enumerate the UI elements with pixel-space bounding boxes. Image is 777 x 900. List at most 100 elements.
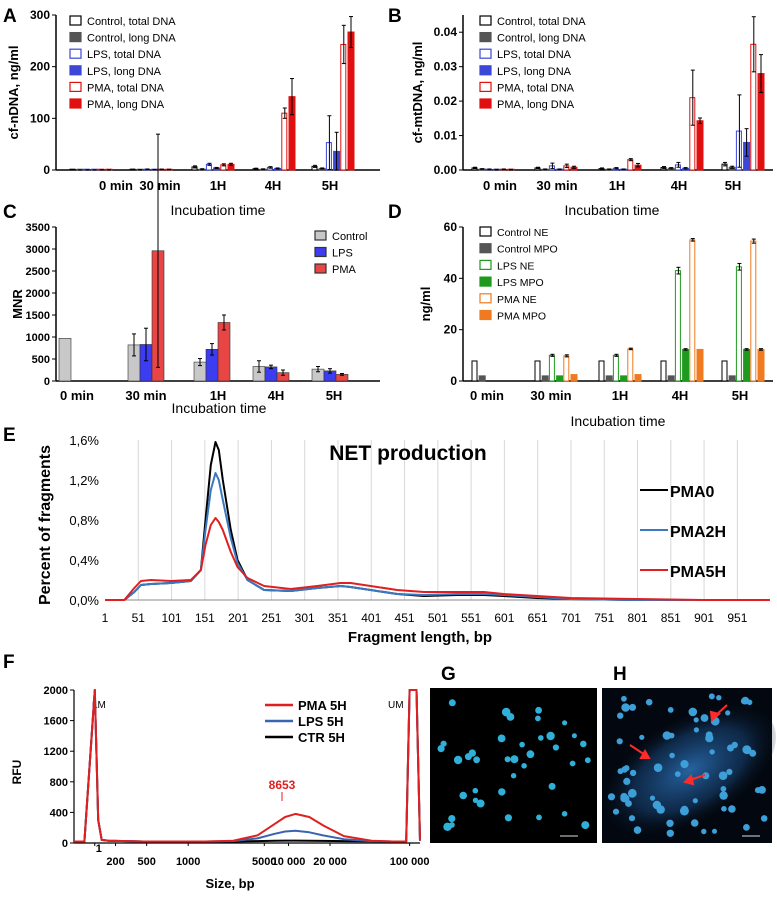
nucleus — [580, 740, 587, 748]
nucleus — [519, 741, 525, 748]
bar — [674, 270, 681, 382]
bar — [534, 360, 541, 382]
legend-swatch — [479, 65, 492, 76]
x-tick-label: 801 — [628, 611, 648, 625]
x-tick-label: 0 min — [470, 388, 504, 403]
legend-swatch — [314, 246, 327, 258]
bar — [627, 159, 634, 171]
bar — [478, 375, 486, 382]
bar — [735, 266, 742, 382]
nucleus — [708, 693, 715, 700]
nucleus — [449, 822, 455, 828]
x-tick-label: 401 — [361, 611, 381, 625]
y-axis-label: ng/ml — [418, 287, 433, 322]
nucleus — [662, 731, 672, 740]
x-tick-label: 4H — [265, 178, 282, 193]
x-tick-label: 200 — [106, 856, 124, 868]
panel-label-b: B — [388, 6, 402, 27]
bar — [556, 375, 564, 382]
x-tick-label: 251 — [261, 611, 281, 625]
nucleus — [628, 815, 636, 822]
x-axis-label: Incubation time — [565, 202, 660, 218]
y-tick-label: 3000 — [26, 244, 50, 256]
nucleus — [617, 712, 624, 719]
x-tick-label: 1H — [210, 388, 227, 403]
y-tick-label: 100 — [30, 111, 50, 125]
y-tick-label: 0.01 — [434, 129, 458, 143]
red-arrows — [629, 704, 728, 786]
y-axis-label: RFU — [10, 760, 24, 785]
bar — [750, 240, 757, 382]
bar — [471, 360, 478, 382]
nucleus — [719, 791, 728, 800]
nucleus — [569, 760, 576, 767]
x-tick-label: 851 — [661, 611, 681, 625]
nucleus — [721, 806, 727, 812]
legend-label: PMA 5H — [298, 698, 347, 713]
nucleus — [581, 821, 590, 830]
nucleus — [521, 763, 527, 769]
nucleus — [669, 752, 675, 759]
legend-swatch — [314, 230, 327, 241]
x-tick-label: 901 — [694, 611, 714, 625]
marker-label-um: UM — [388, 700, 404, 711]
nucleus — [629, 703, 637, 711]
x-tick-label: 5H — [725, 178, 742, 193]
nucleus — [476, 799, 485, 808]
y-tick-label: 0 — [43, 163, 50, 177]
nucleus — [437, 745, 445, 753]
x-tick-label: 451 — [395, 611, 415, 625]
nucleus — [526, 750, 535, 759]
legend-label: Control NE — [497, 227, 548, 239]
bar — [743, 348, 751, 382]
nucleus — [653, 763, 663, 772]
x-tick-label: 201 — [228, 611, 248, 625]
y-tick-label: 0,8% — [69, 513, 99, 528]
legend-label: Control, total DNA — [87, 16, 176, 28]
nucleus — [625, 800, 632, 807]
nucleus — [758, 786, 766, 794]
marker-label-lm: LM — [92, 700, 106, 711]
image-g — [430, 688, 597, 843]
nucleus — [584, 757, 591, 764]
x-tick-label: 1H — [210, 178, 227, 193]
nucleus — [535, 715, 541, 722]
x-tick-label: 30 min — [125, 388, 166, 403]
legend-label: PMA5H — [670, 564, 726, 581]
nucleus — [617, 768, 624, 775]
bar — [696, 348, 704, 382]
y-tick-label: 0.02 — [434, 94, 458, 108]
legend-label: LPS, total DNA — [87, 49, 162, 61]
nucleus — [690, 819, 699, 827]
series-line — [74, 689, 421, 843]
x-tick-label: 551 — [461, 611, 481, 625]
nucleus — [548, 782, 556, 790]
x-tick-label: 4H — [268, 388, 285, 403]
y-tick-label: 2000 — [44, 685, 68, 697]
x-tick-label: 0 min — [483, 178, 517, 193]
y-axis-label: MNR — [10, 289, 25, 319]
y-tick-label: 0 — [450, 374, 457, 388]
nucleus — [472, 797, 479, 803]
bar — [217, 322, 231, 382]
y-tick-label: 400 — [50, 807, 68, 819]
panel-label-h: H — [613, 664, 627, 685]
legend-swatch — [479, 31, 492, 43]
legend-label: LPS 5H — [298, 714, 344, 729]
legend-label: PMA, total DNA — [497, 82, 575, 94]
nucleus — [701, 828, 707, 835]
nucleus — [504, 814, 512, 822]
x-axis-label: Size, bp — [205, 876, 254, 891]
nucleus — [700, 714, 709, 722]
legend-swatch — [69, 48, 82, 59]
bar — [728, 375, 736, 382]
legend-label: PMA NE — [497, 294, 537, 306]
bar — [689, 239, 696, 382]
nucleus — [679, 806, 689, 816]
panel-label-d: D — [388, 202, 402, 223]
bar — [548, 354, 555, 382]
nucleus — [760, 815, 768, 822]
bar — [627, 348, 634, 382]
legend-label: PMA — [332, 264, 357, 276]
